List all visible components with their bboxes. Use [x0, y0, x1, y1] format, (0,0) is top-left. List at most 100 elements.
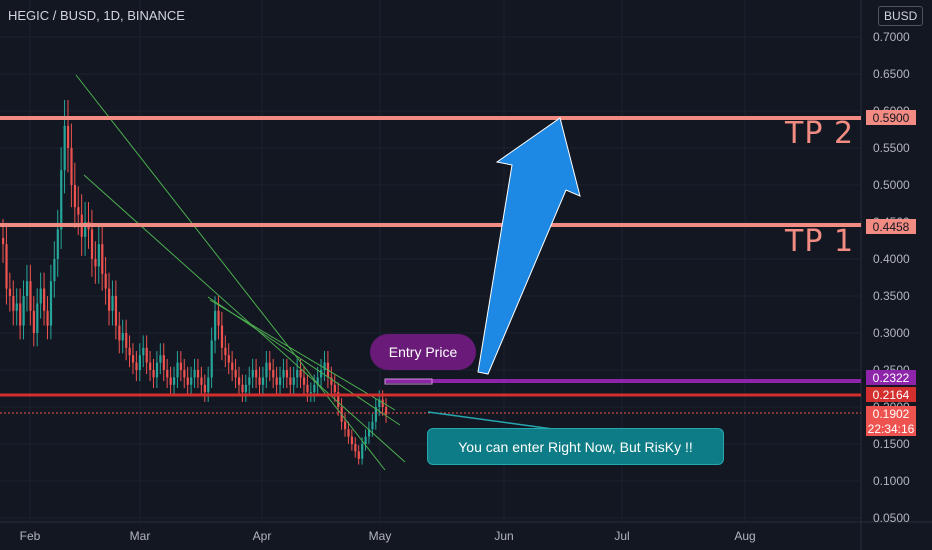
candle-body	[142, 347, 145, 356]
support-price-tag: 0.2164	[866, 387, 916, 402]
y-tick-label: 0.4000	[873, 252, 910, 266]
candle-body	[60, 170, 63, 230]
candle-body	[149, 362, 152, 370]
candle-body	[128, 347, 131, 356]
candle-body	[248, 377, 251, 385]
risk-note-bubble: You can enter Right Now, But RisKy !!	[427, 428, 724, 465]
candle-body	[166, 370, 169, 378]
y-tick-label: 0.1000	[873, 474, 910, 488]
candle-body	[169, 377, 172, 385]
y-tick-label: 0.0500	[873, 511, 910, 525]
candle-body	[173, 377, 176, 385]
candle-body	[302, 377, 306, 385]
candle-body	[77, 207, 80, 215]
candle-body	[196, 370, 200, 378]
candle-body	[361, 444, 364, 459]
trend-line	[75, 74, 386, 471]
candle-body	[162, 355, 165, 370]
candle-body	[217, 310, 220, 326]
risk-pointer-line	[427, 411, 561, 431]
candle-body	[186, 377, 189, 385]
candle-body	[179, 362, 183, 370]
trend-line	[209, 299, 396, 411]
candle-body	[347, 429, 350, 437]
candle-body	[210, 340, 213, 378]
x-tick-label: Aug	[734, 529, 755, 543]
entry-price-tag: 0.2322	[866, 370, 916, 385]
candle-body	[261, 377, 265, 385]
x-tick-label: Feb	[20, 529, 41, 543]
candle-body	[220, 325, 224, 348]
candle-body	[138, 355, 141, 370]
candle-body	[25, 281, 29, 296]
candle-body	[84, 222, 87, 237]
candle-body	[381, 399, 384, 407]
x-tick-label: May	[369, 529, 392, 543]
x-tick-label: Mar	[130, 529, 151, 543]
countdown-tag: 22:34:16	[866, 421, 916, 436]
candle-body	[374, 407, 377, 422]
candle-body	[296, 370, 299, 378]
candle-body	[56, 229, 59, 259]
candle-body	[125, 333, 128, 348]
candle-body	[227, 355, 230, 363]
candle-body	[292, 377, 295, 385]
candle-body	[176, 362, 179, 378]
candle-body	[15, 303, 18, 311]
candle-body	[357, 451, 360, 459]
y-tick-label: 0.7000	[873, 30, 910, 44]
candle-body	[255, 370, 258, 378]
candle-body	[299, 370, 302, 378]
entry-box	[384, 378, 433, 385]
candle-body	[378, 399, 381, 407]
target-arrow	[477, 117, 581, 375]
candle-body	[214, 310, 217, 341]
tp2-label: TP 2	[785, 116, 855, 151]
candle-body	[90, 229, 94, 259]
candle-body	[5, 244, 8, 289]
candle-body	[66, 125, 70, 148]
symbol-title: HEGIC / BUSD, 1D, BINANCE	[8, 8, 185, 23]
candle-body	[63, 125, 66, 171]
candle-body	[268, 362, 271, 370]
candle-body	[272, 370, 275, 378]
candle-body	[70, 148, 73, 185]
y-tick-label: 0.6500	[873, 67, 910, 81]
x-tick-label: Jul	[614, 529, 629, 543]
y-tick-label: 0.5500	[873, 141, 910, 155]
candle-body	[289, 377, 292, 385]
tp2-price-tag: 0.5900	[866, 110, 916, 125]
candle-body	[111, 296, 114, 311]
x-tick-label: Jun	[494, 529, 513, 543]
candle-body	[279, 377, 282, 385]
y-tick-label: 0.1500	[873, 437, 910, 451]
y-tick-label: 0.3500	[873, 289, 910, 303]
candle-body	[36, 303, 39, 333]
candle-body	[224, 347, 227, 356]
candle-body	[49, 281, 53, 326]
candle-body	[244, 384, 248, 393]
last-price-tag: 0.1902	[866, 406, 916, 421]
candle-body	[97, 244, 100, 267]
candle-body	[275, 377, 278, 385]
candle-body	[159, 355, 162, 363]
candle-body	[12, 296, 15, 311]
candle-body	[39, 288, 42, 304]
currency-chip[interactable]: BUSD	[878, 6, 924, 26]
candle-body	[131, 355, 135, 363]
candle-body	[354, 444, 357, 452]
candle-body	[108, 288, 111, 311]
candle-body	[258, 377, 261, 385]
candle-body	[190, 377, 193, 385]
candle-body	[337, 392, 340, 407]
trend-line	[83, 174, 406, 463]
candle-body	[200, 377, 203, 385]
candle-body	[121, 333, 124, 341]
candle-body	[104, 273, 107, 289]
candle-body	[8, 288, 12, 296]
candle-body	[94, 259, 97, 267]
candle-body	[22, 296, 25, 326]
tp1-label: TP 1	[785, 224, 855, 259]
